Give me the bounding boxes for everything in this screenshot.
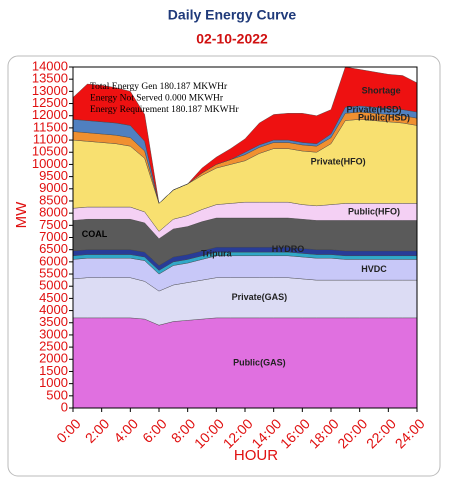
y-tick-label: 5500 xyxy=(39,265,68,280)
y-tick-label: 13500 xyxy=(32,71,68,86)
series-label: Private(HFO) xyxy=(311,156,366,166)
y-tick-label: 6000 xyxy=(39,253,68,268)
y-tick-label: 1500 xyxy=(39,363,68,378)
y-tick-label: 4500 xyxy=(39,290,68,305)
series-label: Shortage xyxy=(362,86,401,96)
series-label: Public(HSD) xyxy=(358,113,410,123)
y-tick-label: 7000 xyxy=(39,229,68,244)
y-tick-label: 11000 xyxy=(33,132,68,147)
y-tick-label: 8500 xyxy=(39,192,68,207)
y-tick-label: 500 xyxy=(46,387,68,402)
y-tick-label: 4000 xyxy=(39,302,68,317)
y-tick-label: 0 xyxy=(61,399,68,414)
y-tick-label: 5000 xyxy=(39,278,68,293)
y-tick-label: 7500 xyxy=(39,217,68,232)
y-axis-label: MW xyxy=(13,201,30,228)
series-label: COAL xyxy=(82,229,108,239)
chart-subtitle: 02-10-2022 xyxy=(196,31,268,47)
series-label: Public(HFO) xyxy=(348,206,400,216)
y-tick-label: 1000 xyxy=(39,375,68,390)
y-tick-label: 6500 xyxy=(39,241,68,256)
x-axis-label: HOUR xyxy=(234,447,278,464)
series-label: Private(HSD) xyxy=(346,105,401,115)
plot: Public(GAS) Private(GAS) HVDC Tripura HYDRO C… xyxy=(69,66,418,412)
series-label: Public(GAS) xyxy=(233,357,286,367)
series-label: Tripura xyxy=(201,248,233,258)
y-tick-label: 13000 xyxy=(32,83,68,98)
annotation: Energy Not Served 0.000 MKWHr xyxy=(90,94,224,104)
y-tick-label: 10000 xyxy=(32,156,68,171)
y-tick-label: 14000 xyxy=(32,58,68,73)
y-tick-label: 2500 xyxy=(39,339,68,354)
y-tick-label: 9500 xyxy=(39,168,68,183)
annotation: Energy Requirement 180.187 MKWHr xyxy=(90,105,239,115)
y-tick-label: 3000 xyxy=(39,326,68,341)
y-tick-label: 12500 xyxy=(32,95,68,110)
series-label: HVDC xyxy=(361,264,387,274)
series-label: Private(GAS) xyxy=(232,292,288,302)
y-tick-label: 3500 xyxy=(39,314,68,329)
y-tick-label: 8000 xyxy=(39,205,68,220)
y-tick-label: 12000 xyxy=(32,107,68,122)
y-tick-label: 10500 xyxy=(32,144,68,159)
y-tick-label: 11500 xyxy=(33,119,68,134)
chart-title: Daily Energy Curve xyxy=(168,7,297,23)
series-label: HYDRO xyxy=(272,244,305,254)
y-tick-label: 2000 xyxy=(39,351,68,366)
y-tick-label: 9000 xyxy=(39,180,68,195)
annotation: Total Energy Gen 180.187 MKWHr xyxy=(90,82,228,92)
